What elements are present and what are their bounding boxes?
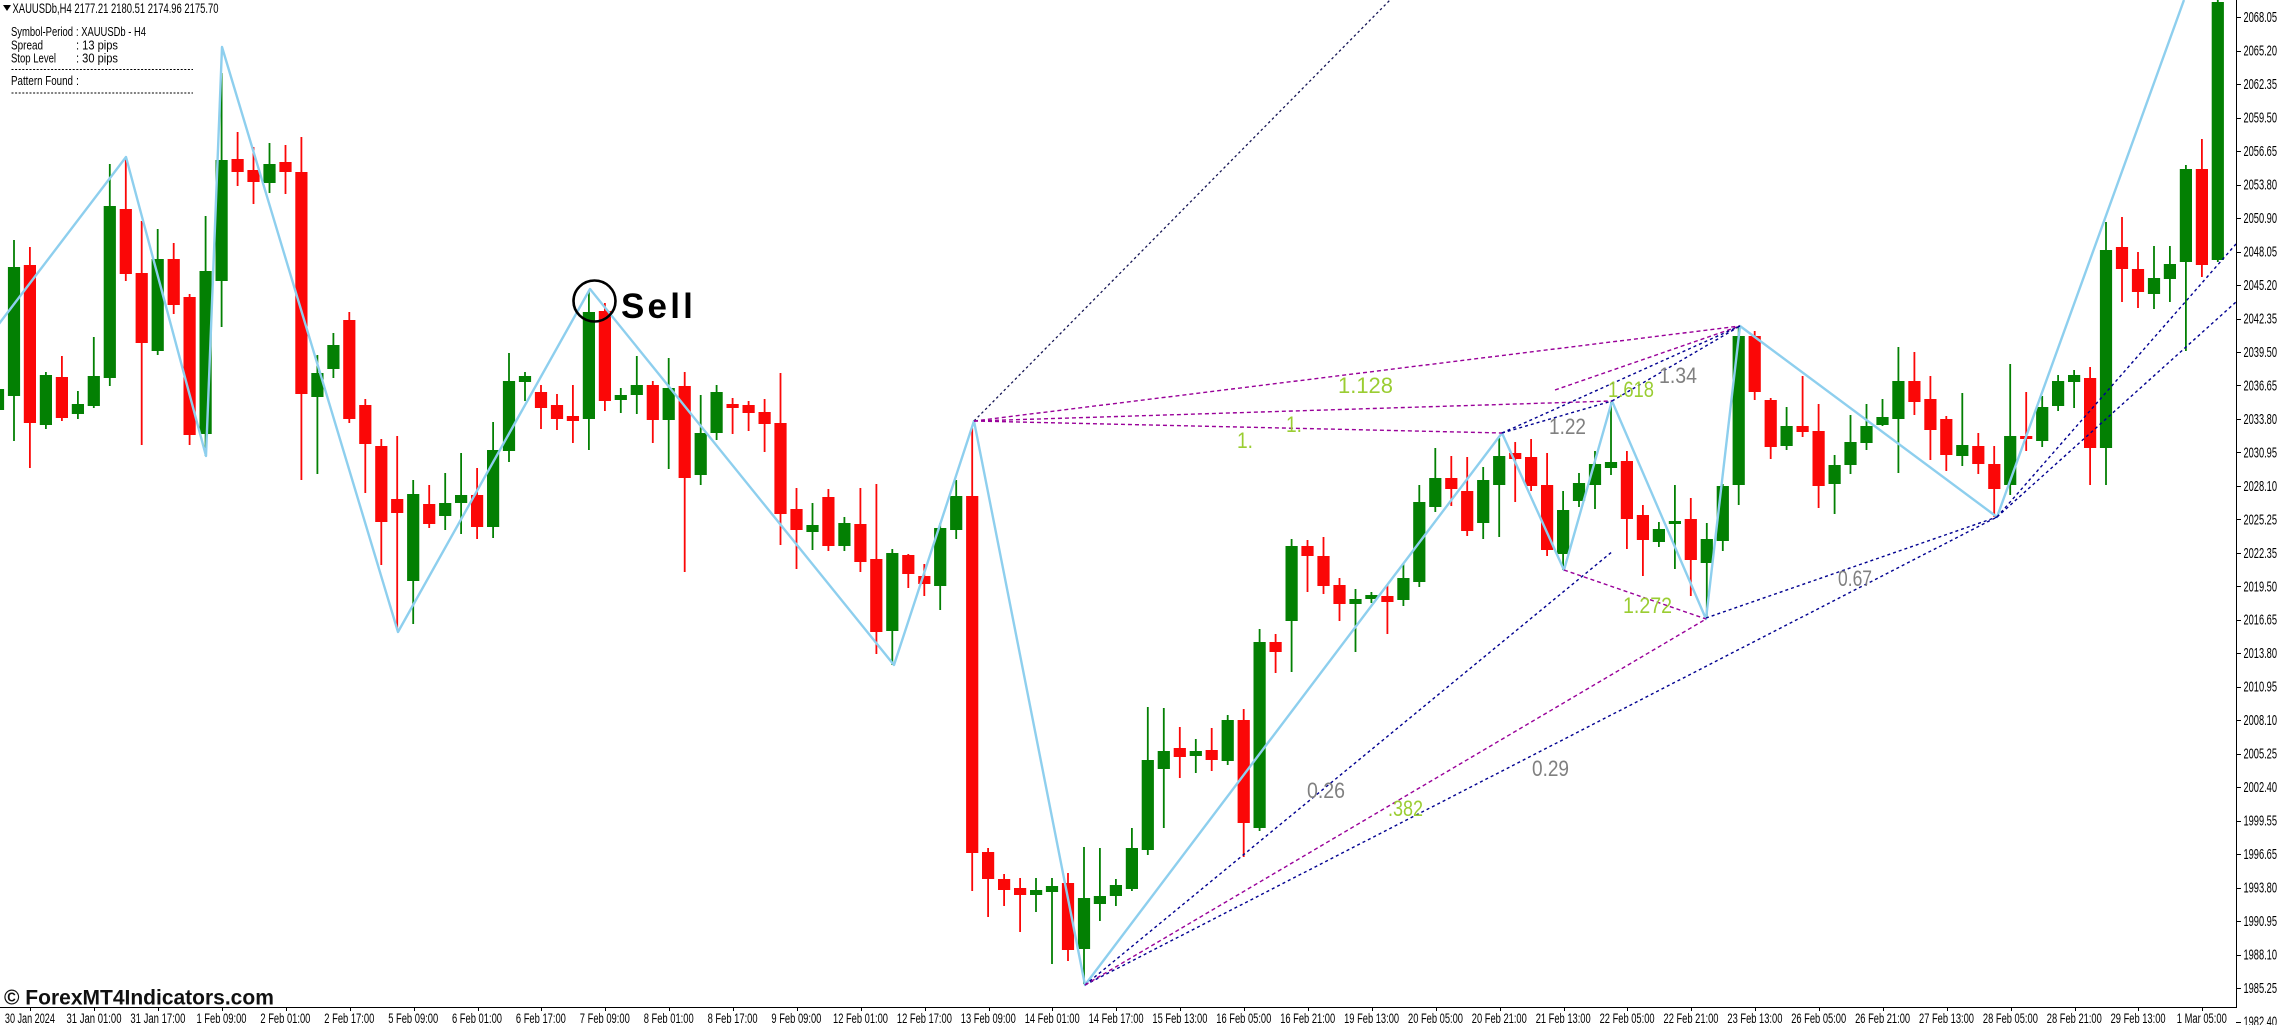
svg-text:0.26: 0.26 [1307, 778, 1345, 803]
svg-text:9 Feb 09:00: 9 Feb 09:00 [771, 1011, 821, 1025]
svg-text:1.272: 1.272 [1623, 593, 1672, 618]
svg-text:© ForexMT4Indicators.com: © ForexMT4Indicators.com [4, 987, 274, 1010]
svg-text:1999.55: 1999.55 [2244, 813, 2277, 830]
svg-text:21 Feb 13:00: 21 Feb 13:00 [1536, 1011, 1591, 1025]
svg-text:1996.65: 1996.65 [2244, 846, 2277, 863]
svg-text:7 Feb 09:00: 7 Feb 09:00 [580, 1011, 630, 1025]
svg-text:1985.25: 1985.25 [2244, 980, 2277, 997]
svg-text:1990.95: 1990.95 [2244, 913, 2277, 930]
svg-text:1 Mar 05:00: 1 Mar 05:00 [2177, 1011, 2227, 1025]
svg-text::: : [76, 73, 79, 88]
svg-text:: 30 pips: : 30 pips [76, 51, 118, 66]
svg-text:Spread: Spread [11, 38, 43, 53]
svg-text:16 Feb 21:00: 16 Feb 21:00 [1280, 1011, 1335, 1025]
svg-text:2033.80: 2033.80 [2244, 411, 2277, 428]
svg-text:2039.50: 2039.50 [2244, 344, 2277, 361]
svg-text:28 Feb 21:00: 28 Feb 21:00 [2047, 1011, 2102, 1025]
svg-text:2053.80: 2053.80 [2244, 177, 2277, 194]
svg-text:1.22: 1.22 [1549, 414, 1586, 439]
svg-text:2045.20: 2045.20 [2244, 277, 2277, 294]
svg-text:1.34: 1.34 [1659, 363, 1697, 388]
svg-text:2065.20: 2065.20 [2244, 43, 2277, 60]
svg-text:XAUUSDb,H4 2177.21 2180.51 21: XAUUSDb,H4 2177.21 2180.51 2174.96 2175.… [13, 1, 219, 16]
svg-text:2016.65: 2016.65 [2244, 612, 2277, 629]
svg-text:22 Feb 05:00: 22 Feb 05:00 [1600, 1011, 1655, 1025]
svg-text:1 Feb 09:00: 1 Feb 09:00 [197, 1011, 247, 1025]
svg-text:2 Feb 01:00: 2 Feb 01:00 [260, 1011, 310, 1025]
svg-text:1.618: 1.618 [1608, 377, 1654, 402]
svg-text:15 Feb 13:00: 15 Feb 13:00 [1152, 1011, 1207, 1025]
svg-text:Pattern Found: Pattern Found [11, 73, 73, 88]
svg-text:2059.50: 2059.50 [2244, 110, 2277, 127]
svg-text:2036.65: 2036.65 [2244, 377, 2277, 394]
svg-text:16 Feb 05:00: 16 Feb 05:00 [1216, 1011, 1271, 1025]
svg-text:1982.40: 1982.40 [2244, 1014, 2277, 1025]
svg-text:Stop Level: Stop Level [11, 51, 56, 66]
svg-text:5 Feb 09:00: 5 Feb 09:00 [388, 1011, 438, 1025]
svg-text:30 Jan 2024: 30 Jan 2024 [5, 1011, 55, 1025]
svg-text:28 Feb 05:00: 28 Feb 05:00 [1983, 1011, 2038, 1025]
svg-text:23 Feb 13:00: 23 Feb 13:00 [1727, 1011, 1782, 1025]
svg-text:0.67: 0.67 [1838, 566, 1872, 591]
svg-text:14 Feb 01:00: 14 Feb 01:00 [1025, 1011, 1080, 1025]
svg-text:1.: 1. [1286, 412, 1302, 437]
svg-text:1.: 1. [1237, 428, 1253, 453]
svg-text:8 Feb 17:00: 8 Feb 17:00 [708, 1011, 758, 1025]
svg-text:: XAUUSDb - H4: : XAUUSDb - H4 [76, 24, 146, 39]
svg-text:26 Feb 21:00: 26 Feb 21:00 [1855, 1011, 1910, 1025]
svg-text:8 Feb 01:00: 8 Feb 01:00 [644, 1011, 694, 1025]
svg-text:Symbol-Period: Symbol-Period [11, 24, 73, 39]
svg-text:2062.35: 2062.35 [2244, 76, 2277, 93]
svg-text:2048.05: 2048.05 [2244, 244, 2277, 261]
svg-text:2028.10: 2028.10 [2244, 478, 2277, 495]
svg-text:2 Feb 17:00: 2 Feb 17:00 [324, 1011, 374, 1025]
svg-text:.382: .382 [1388, 796, 1423, 821]
svg-text:2022.35: 2022.35 [2244, 545, 2277, 562]
svg-text:6 Feb 17:00: 6 Feb 17:00 [516, 1011, 566, 1025]
svg-text:1993.80: 1993.80 [2244, 880, 2277, 897]
svg-text:12 Feb 17:00: 12 Feb 17:00 [897, 1011, 952, 1025]
svg-text:2010.95: 2010.95 [2244, 679, 2277, 696]
svg-text:20 Feb 05:00: 20 Feb 05:00 [1408, 1011, 1463, 1025]
svg-text:26 Feb 05:00: 26 Feb 05:00 [1791, 1011, 1846, 1025]
svg-text:20 Feb 21:00: 20 Feb 21:00 [1472, 1011, 1527, 1025]
svg-text:2030.95: 2030.95 [2244, 444, 2277, 461]
svg-text:2042.35: 2042.35 [2244, 310, 2277, 327]
svg-text:2025.25: 2025.25 [2244, 511, 2277, 528]
svg-text:2013.80: 2013.80 [2244, 645, 2277, 662]
svg-text:0.29: 0.29 [1532, 756, 1569, 781]
svg-text:19 Feb 13:00: 19 Feb 13:00 [1344, 1011, 1399, 1025]
svg-text:2050.90: 2050.90 [2244, 210, 2277, 227]
svg-text:27 Feb 13:00: 27 Feb 13:00 [1919, 1011, 1974, 1025]
svg-text:13 Feb 09:00: 13 Feb 09:00 [961, 1011, 1016, 1025]
svg-text:1988.10: 1988.10 [2244, 947, 2277, 964]
svg-text:2068.05: 2068.05 [2244, 9, 2277, 26]
svg-text:12 Feb 01:00: 12 Feb 01:00 [833, 1011, 888, 1025]
svg-text:2008.10: 2008.10 [2244, 712, 2277, 729]
svg-text:29 Feb 13:00: 29 Feb 13:00 [2111, 1011, 2166, 1025]
svg-text:Sell: Sell [621, 287, 696, 326]
svg-text:22 Feb 21:00: 22 Feb 21:00 [1664, 1011, 1719, 1025]
svg-text:2019.50: 2019.50 [2244, 578, 2277, 595]
svg-text:2056.65: 2056.65 [2244, 143, 2277, 160]
svg-text:2005.25: 2005.25 [2244, 746, 2277, 763]
svg-text:31 Jan 01:00: 31 Jan 01:00 [67, 1011, 122, 1025]
svg-text:: 13 pips: : 13 pips [76, 38, 118, 53]
svg-text:6 Feb 01:00: 6 Feb 01:00 [452, 1011, 502, 1025]
svg-text:14 Feb 17:00: 14 Feb 17:00 [1089, 1011, 1144, 1025]
svg-text:1.128: 1.128 [1338, 373, 1393, 398]
svg-text:31 Jan 17:00: 31 Jan 17:00 [130, 1011, 185, 1025]
svg-text:2002.40: 2002.40 [2244, 779, 2277, 796]
